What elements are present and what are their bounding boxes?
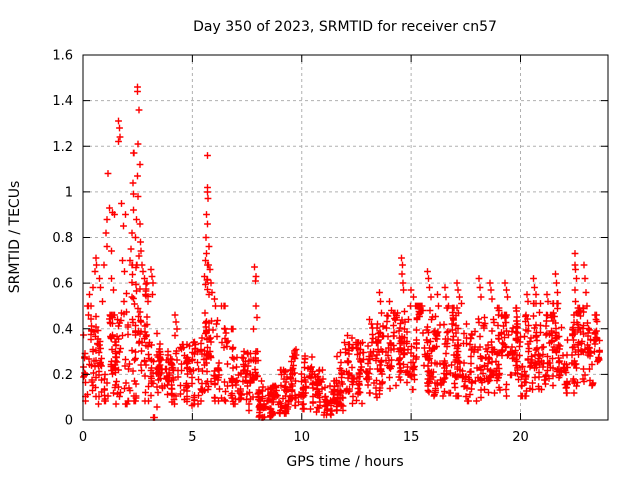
scatter-points xyxy=(80,83,603,421)
y-tick-label: 0.6 xyxy=(52,277,73,292)
x-tick-label: 20 xyxy=(512,430,529,445)
y-axis-label: SRMTID / TECUs xyxy=(7,181,23,294)
y-tick-label: 0.2 xyxy=(52,368,73,383)
x-tick-label: 0 xyxy=(79,430,87,445)
grid-lines xyxy=(83,55,608,420)
grid-path xyxy=(83,55,608,420)
y-tick-label: 0.4 xyxy=(52,322,73,337)
y-tick-label: 0 xyxy=(65,414,73,429)
x-tick-label: 5 xyxy=(188,430,196,445)
x-tick-label: 10 xyxy=(293,430,310,445)
axis-ticks xyxy=(82,54,608,421)
data-points-path xyxy=(80,83,603,421)
x-axis-label: GPS time / hours xyxy=(286,454,403,470)
x-tick-labels: 0 5 10 15 20 xyxy=(79,430,529,445)
y-tick-label: 1.6 xyxy=(52,49,73,64)
y-tick-label: 1 xyxy=(65,185,73,200)
chart-title: Day 350 of 2023, SRMTID for receiver cn5… xyxy=(193,19,497,35)
y-tick-label: 1.2 xyxy=(52,140,73,155)
tick-marks-path xyxy=(82,54,608,421)
x-tick-label: 15 xyxy=(403,430,420,445)
y-tick-label: 1.4 xyxy=(52,94,73,109)
y-tick-label: 0.8 xyxy=(52,231,73,246)
y-tick-labels: 0 0.2 0.4 0.6 0.8 1 1.2 1.4 1.6 xyxy=(52,49,73,429)
